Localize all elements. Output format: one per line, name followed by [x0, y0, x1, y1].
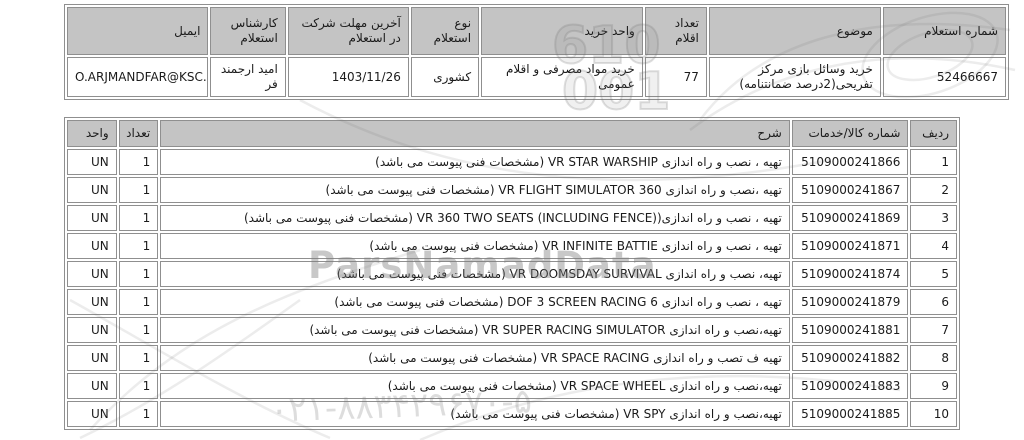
- item-desc: تهیه ، نصب و راه اندازی DOF 3 SCREEN RAC…: [160, 289, 790, 315]
- item-qty: 1: [118, 373, 159, 399]
- item-row-no: 6: [910, 289, 957, 315]
- inquiry-header-purchase-unit: واحد خرید: [481, 7, 643, 55]
- item-code: 5109000241866: [791, 149, 909, 175]
- inquiry-header-item-count: تعداد اقلام: [644, 7, 707, 55]
- items-table: ردیف شماره کالا/خدمات شرح تعداد واحد 1 5…: [64, 117, 960, 430]
- inquiry-value-purchase-unit: خرید مواد مصرفی و اقلام عمومی: [481, 57, 643, 97]
- item-unit: UN: [67, 345, 117, 371]
- inquiry-header-inquiry-no: شماره استعلام: [882, 7, 1006, 55]
- table-row: 5 5109000241874 تهیه، نصب و راه اندازی V…: [67, 261, 957, 287]
- item-code: 5109000241882: [791, 345, 909, 371]
- item-unit: UN: [67, 233, 117, 259]
- table-row: 3 5109000241869 تهیه ، نصب و راه اندازی(…: [67, 205, 957, 231]
- item-code: 5109000241885: [791, 401, 909, 427]
- inquiry-value-inquiry-no: 52466667: [882, 57, 1006, 97]
- item-desc: تهیه، نصب و راه اندازی VR DOOMSDAY SURVI…: [160, 261, 790, 287]
- inquiry-header-expert: کارشناس استعلام: [210, 7, 286, 55]
- item-qty: 1: [118, 401, 159, 427]
- table-row: 4 5109000241871 تهیه ، نصب و راه اندازی …: [67, 233, 957, 259]
- inquiry-value-item-count: 77: [644, 57, 707, 97]
- inquiry-value-inquiry-type: کشوری: [410, 57, 480, 97]
- items-header-qty: تعداد: [118, 120, 159, 147]
- inquiry-value-expert: امید ارجمند فر: [210, 57, 286, 97]
- item-desc: تهیه ف تصب و راه اندازی VR SPACE RACING …: [160, 345, 790, 371]
- item-row-no: 10: [910, 401, 957, 427]
- item-qty: 1: [118, 261, 159, 287]
- inquiry-header-inquiry-type: نوع استعلام: [410, 7, 480, 55]
- table-row: 7 5109000241881 تهیه،نصب و راه اندازی VR…: [67, 317, 957, 343]
- item-unit: UN: [67, 177, 117, 203]
- inquiry-summary-table: شماره استعلام موضوع تعداد اقلام واحد خری…: [64, 4, 1009, 100]
- item-unit: UN: [67, 289, 117, 315]
- table-row: 9 5109000241883 تهیه،نصب و راه اندازی VR…: [67, 373, 957, 399]
- item-code: 5109000241883: [791, 373, 909, 399]
- inquiry-value-email: O.ARJMANDFAR@KSC.IR: [67, 57, 209, 97]
- item-qty: 1: [118, 345, 159, 371]
- item-code: 5109000241871: [791, 233, 909, 259]
- item-row-no: 9: [910, 373, 957, 399]
- item-desc: تهیه ، نصب و راه اندازی VR INFINITE BATT…: [160, 233, 790, 259]
- item-qty: 1: [118, 317, 159, 343]
- item-unit: UN: [67, 149, 117, 175]
- item-qty: 1: [118, 177, 159, 203]
- inquiry-value-subject: خرید وسائل بازی مرکز تفریحی(2درصد ضمانتن…: [708, 57, 881, 97]
- item-row-no: 2: [910, 177, 957, 203]
- inquiry-header-deadline: آخرین مهلت شرکت در استعلام: [287, 7, 409, 55]
- items-header-row: ردیف شماره کالا/خدمات شرح تعداد واحد: [67, 120, 957, 147]
- item-qty: 1: [118, 289, 159, 315]
- inquiry-header-subject: موضوع: [708, 7, 881, 55]
- item-qty: 1: [118, 233, 159, 259]
- item-qty: 1: [118, 205, 159, 231]
- item-unit: UN: [67, 401, 117, 427]
- item-code: 5109000241881: [791, 317, 909, 343]
- item-unit: UN: [67, 205, 117, 231]
- item-row-no: 1: [910, 149, 957, 175]
- items-header-code: شماره کالا/خدمات: [791, 120, 909, 147]
- item-code: 5109000241869: [791, 205, 909, 231]
- inquiry-value-deadline: 1403/11/26: [287, 57, 409, 97]
- item-unit: UN: [67, 317, 117, 343]
- table-row: 8 5109000241882 تهیه ف تصب و راه اندازی …: [67, 345, 957, 371]
- items-header-unit: واحد: [67, 120, 117, 147]
- item-row-no: 5: [910, 261, 957, 287]
- item-row-no: 3: [910, 205, 957, 231]
- item-unit: UN: [67, 373, 117, 399]
- item-desc: تهیه ، نصب و راه اندازی VR STAR WARSHIP …: [160, 149, 790, 175]
- table-row: 1 5109000241866 تهیه ، نصب و راه اندازی …: [67, 149, 957, 175]
- item-code: 5109000241874: [791, 261, 909, 287]
- items-header-row-no: ردیف: [910, 120, 957, 147]
- item-row-no: 7: [910, 317, 957, 343]
- item-qty: 1: [118, 149, 159, 175]
- item-desc: تهیه ،نصب و راه اندازی VR FLIGHT SIMULAT…: [160, 177, 790, 203]
- item-desc: تهیه،نصب و راه اندازی VR SPY (مشخصات فنی…: [160, 401, 790, 427]
- inquiry-header-row: شماره استعلام موضوع تعداد اقلام واحد خری…: [67, 7, 1006, 55]
- item-desc: تهیه ، نصب و راه اندازی(VR 360 TWO SEATS…: [160, 205, 790, 231]
- item-desc: تهیه،نصب و راه اندازی VR SUPER RACING SI…: [160, 317, 790, 343]
- inquiry-value-row: 52466667 خرید وسائل بازی مرکز تفریحی(2در…: [67, 57, 1006, 97]
- items-header-desc: شرح: [160, 120, 790, 147]
- item-desc: تهیه،نصب و راه اندازی VR SPACE WHEEL (مش…: [160, 373, 790, 399]
- item-row-no: 4: [910, 233, 957, 259]
- table-row: 10 5109000241885 تهیه،نصب و راه اندازی V…: [67, 401, 957, 427]
- table-row: 2 5109000241867 تهیه ،نصب و راه اندازی V…: [67, 177, 957, 203]
- inquiry-header-email: ایمیل: [67, 7, 209, 55]
- item-code: 5109000241867: [791, 177, 909, 203]
- item-row-no: 8: [910, 345, 957, 371]
- item-unit: UN: [67, 261, 117, 287]
- table-row: 6 5109000241879 تهیه ، نصب و راه اندازی …: [67, 289, 957, 315]
- item-code: 5109000241879: [791, 289, 909, 315]
